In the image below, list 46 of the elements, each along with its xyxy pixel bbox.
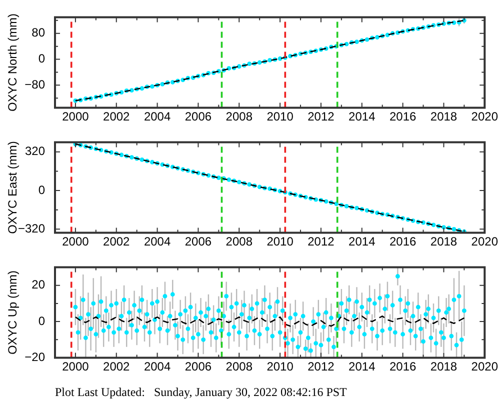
x-tick-label: 2008 [226, 109, 253, 124]
y-tick-label: 320 [24, 144, 46, 158]
y-tick-label: −320 [18, 221, 46, 236]
x-tick-label: 2010 [266, 359, 294, 374]
x-tick-label: 2020 [471, 359, 498, 374]
x-tick-label: 2002 [103, 109, 130, 124]
x-tick-label: 2012 [308, 359, 335, 374]
x-tick-label: 2018 [430, 109, 458, 124]
x-tick-label: 2018 [430, 359, 458, 374]
y-axis-title: OXYC North (mm) [6, 13, 20, 112]
x-tick-label: 2000 [62, 359, 90, 374]
x-tick-label: 2014 [348, 234, 376, 248]
x-tick-label: 2016 [389, 109, 416, 124]
text: Plot Last Updated: Sunday, January 30, 2022 08:42:16 PST [55, 385, 347, 399]
x-tick-label: 2008 [226, 359, 253, 374]
y-tick-label: 0 [38, 182, 46, 197]
y-tick-label: 80 [32, 26, 46, 40]
y-axis-title: OXYC Up (mm) [6, 270, 20, 354]
x-tick-label: 2012 [308, 234, 335, 248]
x-tick-label: 2010 [266, 234, 294, 248]
y-tick-label: 0 [38, 314, 46, 328]
x-tick-label: 2004 [144, 109, 171, 124]
y-tick-label: 0 [38, 52, 46, 66]
x-tick-label: 2008 [226, 234, 253, 248]
x-tick-label: 2020 [471, 234, 498, 248]
x-tick-label: 2006 [184, 234, 212, 248]
x-tick-label: 2020 [471, 109, 498, 124]
x-tick-label: 2016 [389, 234, 416, 248]
x-tick-label: 2012 [308, 109, 335, 124]
x-tick-label: 2006 [184, 109, 212, 124]
x-tick-label: 2006 [184, 359, 212, 374]
x-tick-label: 2004 [144, 359, 171, 374]
x-tick-label: 2018 [430, 234, 458, 248]
y-tick-label: −80 [24, 77, 46, 92]
x-tick-label: 2014 [348, 109, 376, 124]
y-tick-label: −20 [24, 350, 46, 364]
x-tick-label: 2002 [103, 234, 130, 248]
x-tick-label: 2002 [103, 359, 130, 374]
x-tick-label: 2014 [348, 359, 376, 374]
y-axis-title: OXYC East (mm) [6, 141, 20, 234]
x-tick-label: 2004 [144, 234, 171, 248]
x-tick-label: 2010 [266, 109, 294, 124]
x-tick-label: 2000 [62, 234, 90, 248]
x-tick-label: 2016 [389, 359, 416, 374]
x-tick-label: 2000 [62, 109, 90, 124]
y-tick-label: 20 [32, 278, 46, 292]
